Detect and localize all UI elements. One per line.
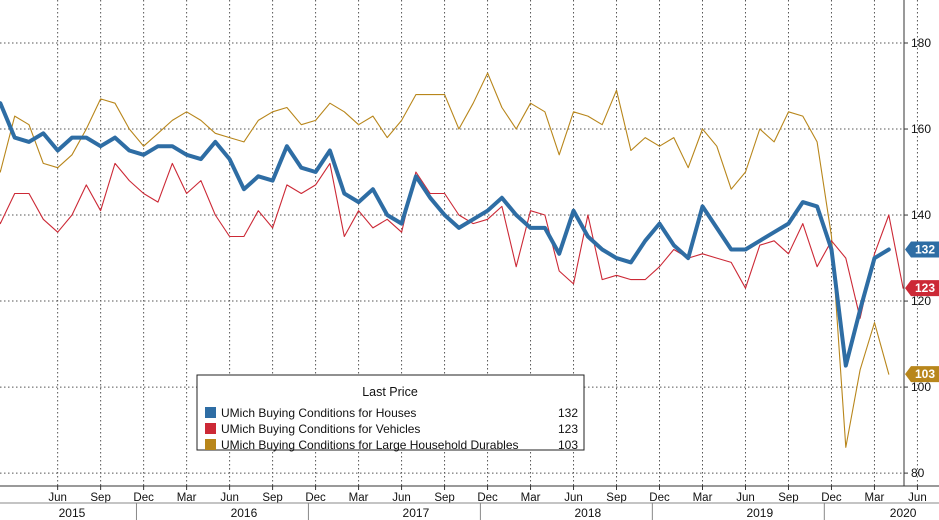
x-tick-label: Sep bbox=[434, 492, 454, 504]
x-tick-label: Jun bbox=[908, 492, 927, 504]
series-line-houses bbox=[0, 101, 891, 368]
legend-label: UMich Buying Conditions for Large Househ… bbox=[221, 438, 519, 452]
year-label: 2017 bbox=[403, 506, 430, 520]
year-label: 2016 bbox=[231, 506, 258, 520]
y-tick-label: 120 bbox=[911, 294, 931, 308]
series-line-durables bbox=[0, 72, 890, 448]
legend-swatch bbox=[205, 439, 216, 450]
last-price-tag-durables: 103 bbox=[905, 366, 939, 383]
year-label: 2018 bbox=[575, 506, 602, 520]
series-line-vehicles bbox=[0, 162, 904, 319]
legend-value: 132 bbox=[558, 406, 578, 420]
tag-value: 132 bbox=[915, 242, 935, 256]
y-tick-label: 100 bbox=[911, 380, 931, 394]
tag-value: 123 bbox=[915, 281, 935, 295]
x-tick-label: Jun bbox=[392, 492, 411, 504]
x-tick-label: Mar bbox=[349, 492, 369, 504]
last-price-tags: 132 123 103 bbox=[905, 241, 939, 383]
legend-label: UMich Buying Conditions for Houses bbox=[221, 406, 416, 420]
x-tick-label: Dec bbox=[305, 492, 326, 504]
tag-shape bbox=[905, 241, 939, 258]
y-tick-label: 160 bbox=[911, 122, 931, 136]
x-tick-label: Jun bbox=[48, 492, 67, 504]
legend-title: Last Price bbox=[362, 385, 418, 399]
year-label: 2019 bbox=[746, 506, 773, 520]
x-tick-label: Mar bbox=[693, 492, 713, 504]
legend-box bbox=[196, 374, 585, 451]
legend: Last Price UMich Buying Conditions for H… bbox=[196, 374, 585, 452]
x-tick-label: Sep bbox=[262, 492, 282, 504]
legend-swatch bbox=[205, 407, 216, 418]
y-tick-label: 80 bbox=[911, 466, 925, 480]
y-tick-label: 180 bbox=[911, 36, 931, 50]
x-tick-label: Jun bbox=[220, 492, 239, 504]
legend-swatch bbox=[205, 423, 216, 434]
x-tick-label: Sep bbox=[606, 492, 626, 504]
legend-entry: UMich Buying Conditions for Vehicles 123 bbox=[205, 422, 578, 436]
series-lines bbox=[0, 72, 904, 448]
last-price-tag-houses: 132 bbox=[905, 241, 939, 258]
x-tick-label: Dec bbox=[649, 492, 670, 504]
legend-entry: UMich Buying Conditions for Large Househ… bbox=[205, 438, 578, 452]
x-tick-label: Mar bbox=[865, 492, 885, 504]
legend-value: 103 bbox=[558, 438, 578, 452]
tag-shape bbox=[905, 366, 939, 383]
last-price-tag-vehicles: 123 bbox=[905, 280, 939, 297]
x-tick-label: Dec bbox=[133, 492, 154, 504]
x-tick-label: Dec bbox=[821, 492, 842, 504]
tag-shape bbox=[905, 280, 939, 297]
x-tick-label: Jun bbox=[564, 492, 583, 504]
tag-value: 103 bbox=[915, 367, 935, 381]
legend-entries: UMich Buying Conditions for Houses 132UMi… bbox=[205, 406, 578, 452]
legend-label: UMich Buying Conditions for Vehicles bbox=[221, 422, 420, 436]
legend-entry: UMich Buying Conditions for Houses 132 bbox=[205, 406, 578, 420]
x-tick-label: Mar bbox=[177, 492, 197, 504]
x-tick-label: Sep bbox=[90, 492, 110, 504]
x-tick-label: Sep bbox=[778, 492, 798, 504]
y-tick-label: 140 bbox=[911, 208, 931, 222]
x-tick-label: Mar bbox=[521, 492, 541, 504]
x-tick-label: Dec bbox=[477, 492, 498, 504]
year-label: 2020 bbox=[890, 506, 917, 520]
x-tick-label: Jun bbox=[736, 492, 755, 504]
year-label: 2015 bbox=[59, 506, 86, 520]
legend-value: 123 bbox=[558, 422, 578, 436]
